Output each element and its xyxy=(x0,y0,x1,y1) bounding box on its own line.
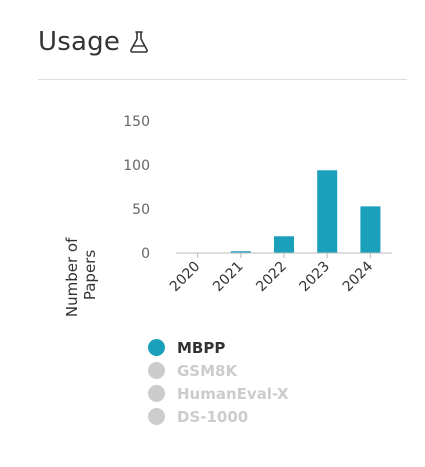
x-tick-label: 2021 xyxy=(210,259,247,296)
x-tick-label: 2020 xyxy=(167,259,204,296)
x-tick-label: 2023 xyxy=(297,259,334,296)
legend-marker xyxy=(148,385,165,402)
x-tick-label: 2024 xyxy=(340,258,377,295)
legend-label: MBPP xyxy=(177,338,226,357)
y-tick-label: 100 xyxy=(123,158,150,174)
legend-item-mbpp[interactable]: MBPP xyxy=(148,336,289,359)
y-axis-label: Number of Papers xyxy=(63,233,99,317)
page-title: Usage xyxy=(38,27,121,57)
bar-2021[interactable] xyxy=(230,251,251,253)
header-divider xyxy=(38,79,407,80)
legend-label: DS-1000 xyxy=(177,407,249,426)
x-tick-label: 2022 xyxy=(253,259,290,296)
y-tick-label: 150 xyxy=(123,114,150,130)
flask-icon xyxy=(130,31,148,53)
bar-2024[interactable] xyxy=(360,206,381,253)
y-tick-label: 50 xyxy=(132,202,150,218)
legend-label: GSM8K xyxy=(177,361,238,380)
legend-marker xyxy=(148,362,165,379)
legend-item-gsm8k[interactable]: GSM8K xyxy=(148,359,289,382)
bar-2023[interactable] xyxy=(317,170,338,253)
y-tick-label: 0 xyxy=(141,246,150,262)
legend-label: HumanEval-X xyxy=(177,384,289,403)
legend-item-ds-1000[interactable]: DS-1000 xyxy=(148,405,289,428)
usage-header: Usage xyxy=(38,22,150,62)
legend-marker xyxy=(148,408,165,425)
legend-marker xyxy=(148,339,165,356)
legend-item-humaneval-x[interactable]: HumanEval-X xyxy=(148,382,289,405)
bar-2022[interactable] xyxy=(274,236,294,253)
chart-legend: MBPP GSM8K HumanEval-X DS-1000 xyxy=(148,336,289,428)
